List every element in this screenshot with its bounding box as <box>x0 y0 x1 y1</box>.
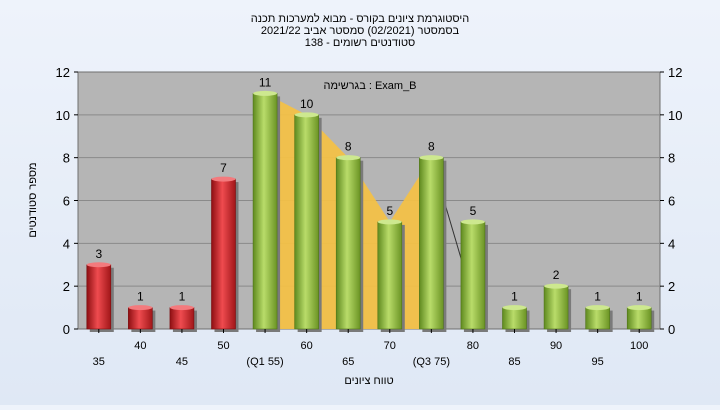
bar-value-label: 1 <box>511 290 518 304</box>
y-tick-label-right: 4 <box>668 236 675 251</box>
y-tick-label-left: 2 <box>63 279 70 294</box>
y-tick-label-left: 0 <box>63 322 70 337</box>
bar-cap <box>336 155 361 161</box>
bar-value-label: 5 <box>470 204 477 218</box>
x-tick-label: 65 <box>342 356 354 368</box>
bar-value-label: 8 <box>345 140 352 154</box>
x-tick-label: (Q1 55) <box>246 356 283 368</box>
x-tick-label: (Q3 75) <box>413 356 450 368</box>
bar-cap <box>544 283 569 289</box>
bar-value-label: 11 <box>259 75 272 89</box>
x-tick-label: 60 <box>301 340 313 352</box>
bar-cap <box>377 219 402 225</box>
bar-value-label: 5 <box>386 204 393 218</box>
bar-value-label: 8 <box>428 140 435 154</box>
bar <box>128 307 153 330</box>
bar-value-label: 1 <box>594 290 601 304</box>
bar <box>419 157 444 330</box>
x-axis-label: טווח ציונים <box>344 375 393 387</box>
bar <box>460 221 486 330</box>
bar-cap <box>128 305 153 311</box>
bar-cap <box>86 262 111 268</box>
x-tick-label: 85 <box>508 356 520 368</box>
bar <box>626 307 652 330</box>
bar <box>502 307 527 330</box>
bar-value-label: 1 <box>179 290 186 304</box>
y-tick-label-right: 12 <box>668 65 682 80</box>
bar <box>377 221 403 330</box>
y-tick-label-right: 8 <box>668 151 675 166</box>
bar <box>585 307 610 330</box>
bar <box>543 285 569 330</box>
chart-title-line-2: בסמסטר (02/2021) סמסטר אביב 2021/22 <box>261 25 460 37</box>
x-tick-label: 100 <box>630 340 648 352</box>
chart-annotation: בגרשימה : Exam_B <box>323 80 416 92</box>
x-tick-label: 80 <box>467 340 479 352</box>
bar <box>252 93 278 330</box>
bar <box>294 114 319 330</box>
bar-cap <box>502 305 527 311</box>
chart-title-line-1: היסטוגרמת ציונים בקורס - מבוא למערכות תכ… <box>251 12 470 25</box>
bar-value-label: 7 <box>220 161 227 175</box>
x-tick-label: 95 <box>592 356 604 368</box>
bar <box>169 307 195 330</box>
bar-value-label: 2 <box>553 268 560 282</box>
x-tick-label: 90 <box>550 340 562 352</box>
bar-cap <box>627 305 652 311</box>
y-tick-label-left: 6 <box>63 194 70 209</box>
x-tick-label: 50 <box>217 340 229 352</box>
x-tick-label: 35 <box>93 356 105 368</box>
x-tick-label: 70 <box>384 340 396 352</box>
bar-value-label: 1 <box>636 290 643 304</box>
y-tick-label-left: 8 <box>63 151 70 166</box>
y-tick-label-right: 10 <box>668 108 682 123</box>
y-tick-label-right: 0 <box>668 322 675 337</box>
bar-cap <box>294 112 319 118</box>
y-tick-label-left: 12 <box>56 65 70 80</box>
y-tick-label-right: 6 <box>668 194 675 209</box>
bar-value-label: 1 <box>137 290 144 304</box>
bar-cap <box>253 90 278 96</box>
y-tick-label-left: 4 <box>63 236 70 251</box>
y-tick-label-right: 2 <box>668 279 675 294</box>
bar <box>335 157 361 330</box>
y-axis-label: מספר סטודנטים <box>27 162 39 237</box>
bar <box>211 178 236 330</box>
y-tick-label-left: 10 <box>56 108 70 123</box>
bar-cap <box>169 305 194 311</box>
bar-value-label: 10 <box>300 97 314 111</box>
bar <box>86 264 112 330</box>
x-tick-label: 40 <box>134 340 146 352</box>
bar-cap <box>211 176 236 182</box>
bar-cap <box>419 155 444 161</box>
x-tick-label: 45 <box>176 356 188 368</box>
bar-value-label: 3 <box>95 247 102 261</box>
chart-title-line-3: סטודנטים רשומים - 138 <box>305 37 416 49</box>
bar-cap <box>460 219 485 225</box>
bar-cap <box>585 305 610 311</box>
